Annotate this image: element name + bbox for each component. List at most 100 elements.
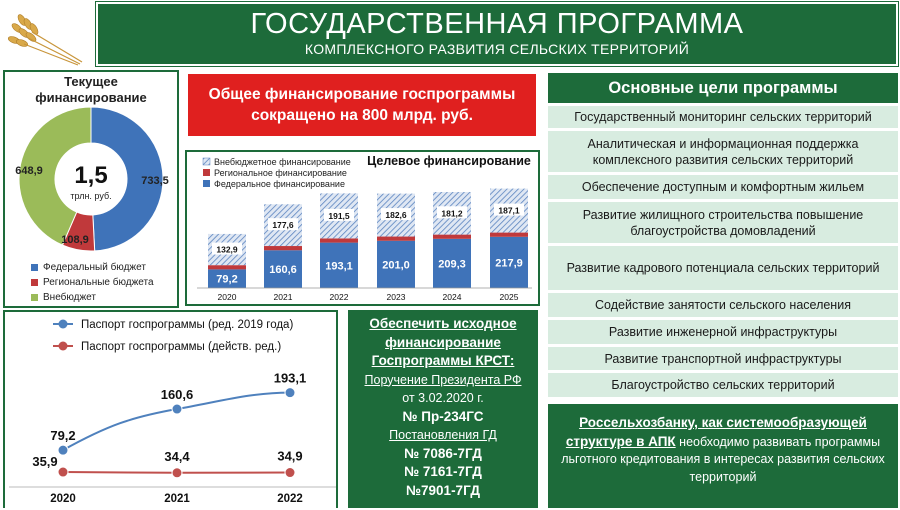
legend-swatch (202, 157, 211, 166)
data-point (284, 467, 296, 479)
goal-item: Аналитическая и информационная поддержка… (548, 131, 898, 172)
president-order: Поручение Президента РФ (364, 372, 522, 387)
legend-label: Паспорт госпрограммы (ред. 2019 года) (81, 319, 293, 331)
legend-offbudget: Внебюджет (31, 292, 96, 303)
bar-segment (208, 269, 246, 288)
x-tick-label: 2021 (164, 493, 190, 505)
gd-number-2: № 7161-7ГД (404, 464, 482, 479)
x-tick-label: 2021 (274, 292, 293, 302)
bar-segment (490, 236, 528, 288)
goals-title: Основные цели программы (548, 73, 898, 103)
label-bg (268, 218, 298, 231)
label-bg (212, 242, 242, 255)
data-point (284, 387, 296, 399)
target-funding-chart: Целевое финансирование Внебюджетное финан… (197, 154, 532, 302)
goal-item: Развитие инженерной инфраструктуры (548, 320, 898, 344)
initial-funding-l2: финансирование (385, 334, 501, 350)
data-label: 34,4 (164, 449, 190, 464)
label-bg (494, 203, 524, 216)
slice-offbudget (18, 106, 92, 246)
goal-item: Благоустройство сельских территорий (548, 373, 898, 397)
bar-value-label: 217,9 (495, 257, 523, 269)
target-funding-panel: Целевое финансирование Внебюджетное финан… (185, 150, 540, 306)
data-label: 79,2 (50, 428, 75, 443)
donut-center-value: 1,5 (74, 162, 107, 189)
bar-segment (264, 250, 302, 288)
wheat-icon (7, 14, 83, 66)
gd-number-3: №7901-7ГД (405, 482, 481, 498)
bar-segment (377, 240, 415, 288)
goal-item: Государственный мониторинг сельских терр… (548, 106, 898, 128)
bar-value-label: 201,0 (382, 259, 410, 271)
slice-label: 733,5 (141, 175, 169, 187)
bar-segment (433, 234, 471, 239)
goal-item: Обеспечение доступным и комфортным жилье… (548, 175, 898, 199)
label-bg (324, 208, 354, 221)
data-label: 35,9 (32, 454, 57, 469)
x-tick-label: 2022 (330, 292, 349, 302)
bar-segment (264, 246, 302, 251)
bar-value-label: 191,5 (328, 211, 350, 221)
data-point (57, 444, 69, 456)
bar-segment (208, 265, 246, 270)
rshb-text: необходимо развивать программы льготного… (561, 434, 885, 484)
bar-value-label: 182,6 (385, 210, 407, 220)
legend-label: Федеральное финансирование (214, 179, 345, 189)
page-title: ГОСУДАРСТВЕННАЯ ПРОГРАММА (250, 8, 744, 40)
goal-item: Развитие транспортной инфраструктуры (548, 347, 898, 370)
initial-funding-l3: Госпрограммы КРСТ: (371, 353, 515, 368)
goal-item: Развитие жилищного строительства повышен… (548, 202, 898, 243)
goal-item: Развитие кадрового потенциала сельских т… (548, 246, 898, 290)
legend-marker (58, 319, 68, 329)
x-tick-label: 2024 (443, 292, 462, 302)
rshb-bold: Россельхозбанку, как системообразующей с… (565, 415, 867, 449)
slice-label: 108,9 (61, 234, 89, 246)
legend-regional: Региональные бюджета (31, 277, 154, 288)
order-date: от 3.02.2020 г. (402, 391, 484, 405)
page-subtitle: КОМПЛЕКСНОГО РАЗВИТИЯ СЕЛЬСКИХ ТЕРРИТОРИ… (304, 41, 690, 57)
bar-value-label: 79,2 (216, 274, 237, 286)
legend-label: Паспорт госпрограммы (действ. ред.) (81, 341, 281, 353)
funding-cut-banner: Общее финансирование госпрограммы сокращ… (188, 74, 536, 136)
x-tick-label: 2020 (218, 292, 237, 302)
gd-number-1: № 7086-7ГД (404, 445, 482, 461)
x-tick-label: 2020 (50, 493, 76, 505)
legend-swatch (203, 180, 210, 187)
x-tick-label: 2025 (500, 292, 519, 302)
legend-swatch (203, 169, 210, 176)
bar-segment (320, 238, 358, 243)
bar-chart-title: Целевое финансирование (367, 154, 531, 168)
header: ГОСУДАРСТВЕННАЯ ПРОГРАММА КОМПЛЕКСНОГО Р… (96, 2, 898, 66)
slice-label: 648,9 (15, 165, 43, 177)
initial-funding-box: Обеспечить исходное финансирование Госпр… (348, 310, 538, 508)
bar-segment (320, 242, 358, 288)
data-point (171, 403, 183, 415)
legend-federal: Федеральный бюджет (31, 262, 146, 273)
passport-chart: Паспорт госпрограммы (ред. 2019 года) Пас… (9, 319, 336, 505)
donut-chart: 733,5 108,9 648,9 1,5 трлн. руб. (15, 106, 169, 252)
label-bg (381, 208, 411, 221)
gd-resolutions: Постановления ГД (389, 428, 497, 442)
data-label: 193,1 (274, 371, 307, 386)
bar-value-label: 132,9 (216, 245, 238, 255)
donut-hole (56, 144, 126, 214)
slice-federal (90, 106, 164, 252)
order-number: № Пр-234ГС (402, 408, 484, 424)
bar-value-label: 193,1 (325, 260, 353, 272)
legend-label: Внебюджетное финансирование (214, 157, 351, 167)
bar-value-label: 177,6 (272, 220, 294, 230)
bar-value-label: 209,3 (438, 258, 466, 270)
bar-value-label: 187,1 (498, 206, 520, 216)
legend-marker (58, 341, 68, 351)
x-tick-label: 2022 (277, 493, 303, 505)
data-label: 160,6 (161, 387, 194, 402)
donut-center-unit: трлн. руб. (70, 191, 111, 201)
data-point (171, 467, 183, 479)
initial-funding-l1: Обеспечить исходное (369, 316, 517, 331)
legend-label: Региональное финансирование (214, 168, 347, 178)
goal-item: Содействие занятости сельского населения (548, 293, 898, 317)
label-bg (437, 206, 467, 219)
data-label: 34,9 (277, 449, 302, 464)
x-tick-label: 2023 (387, 292, 406, 302)
bar-segment (433, 238, 471, 288)
